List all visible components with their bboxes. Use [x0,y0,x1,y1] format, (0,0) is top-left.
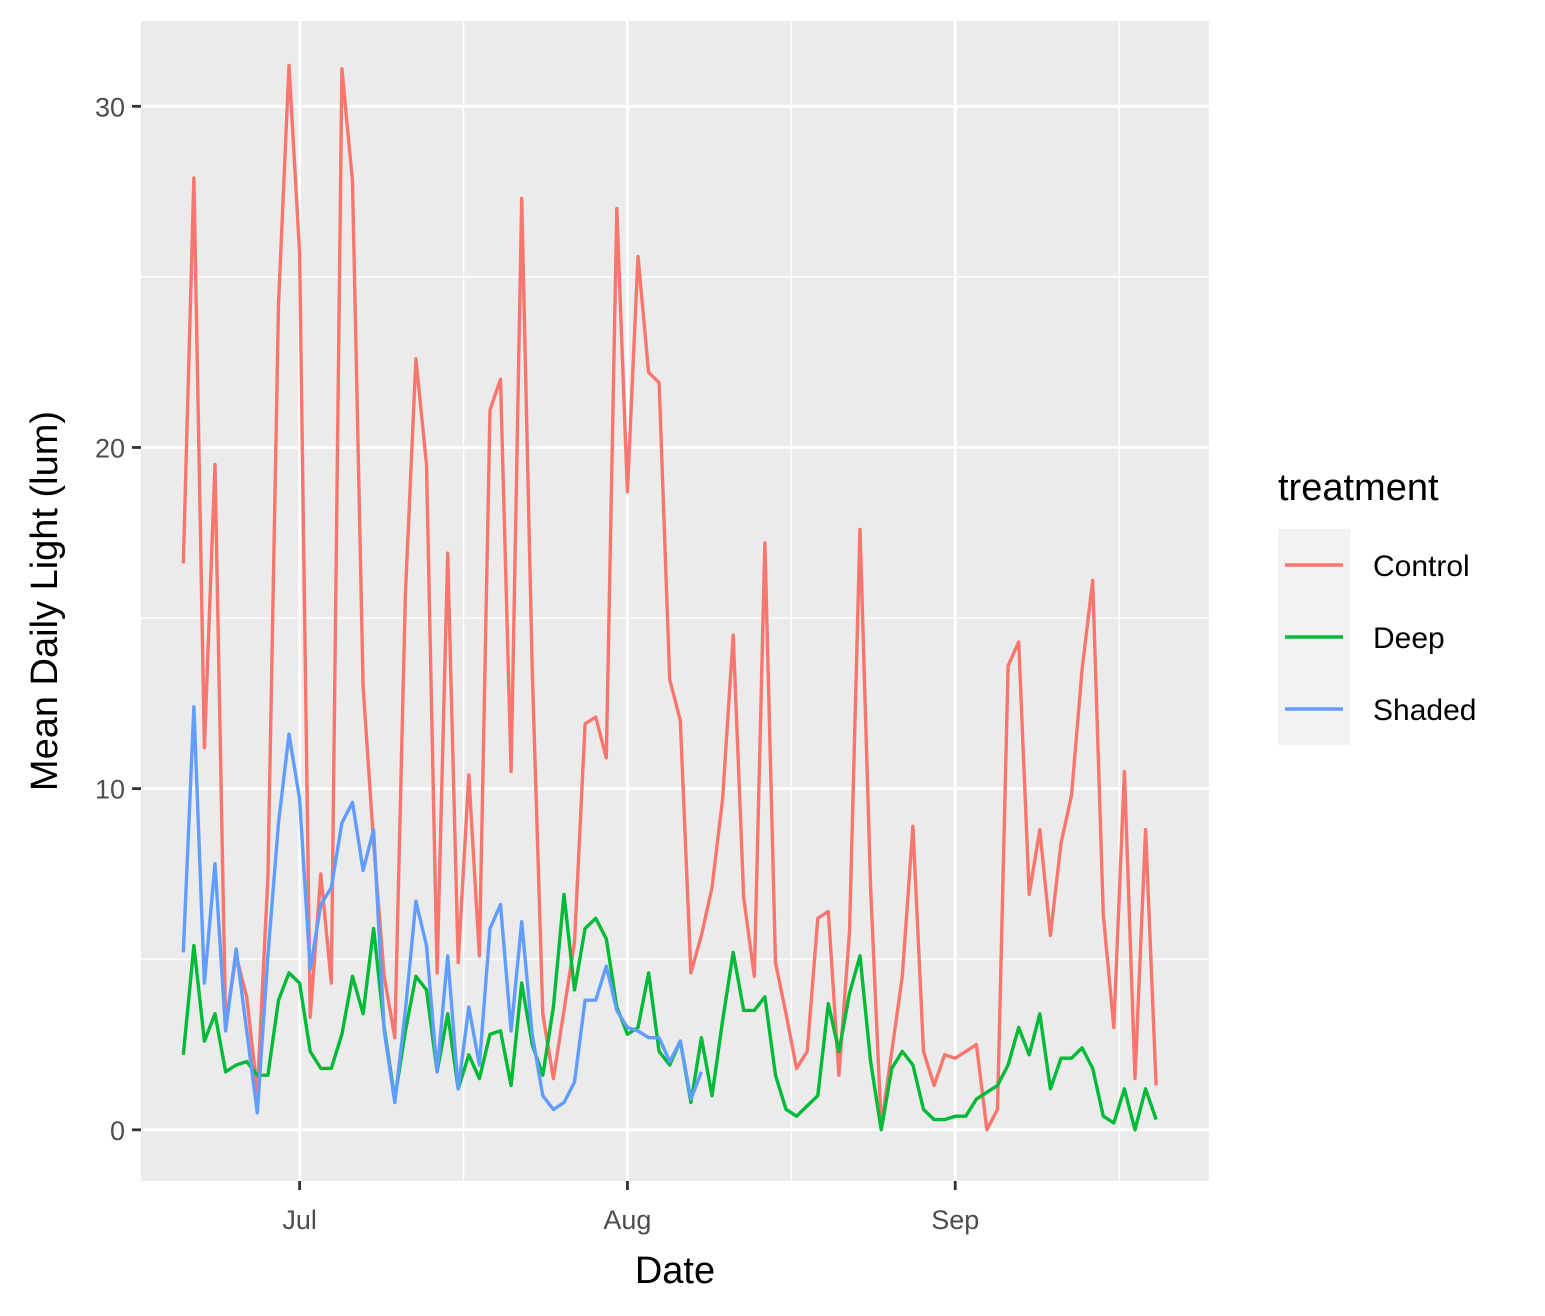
series-line-control [181,63,1158,1132]
series-line-deep [181,892,1158,1132]
legend-label-control: Control [1373,550,1470,583]
y-tick-label: 0 [110,1116,125,1146]
y-tick-label: 10 [95,775,125,805]
x-tick-label: Jul [282,1205,317,1235]
x-tick-label: Sep [931,1205,979,1235]
major-gridlines [141,21,1209,1181]
y-axis-title: Mean Daily Light (lum) [24,411,66,791]
x-tick-label: Aug [603,1205,651,1235]
y-tick-label: 30 [95,92,125,122]
series-lines [181,63,1158,1132]
legend-title: treatment [1278,467,1439,509]
minor-gridlines [141,21,1209,1181]
y-tick-label: 20 [95,433,125,463]
panel-background [141,21,1209,1181]
x-axis-title: Date [635,1250,715,1292]
legend-label-shaded: Shaded [1373,694,1476,727]
y-axis: 0 10 20 30 [95,92,141,1146]
legend-label-deep: Deep [1373,622,1445,655]
legend-keys: Control Deep Shaded [1278,529,1476,745]
x-axis: Jul Aug Sep [282,1181,979,1235]
legend: treatment Control Deep Shaded [1278,467,1476,745]
series-line-shaded [181,705,703,1115]
